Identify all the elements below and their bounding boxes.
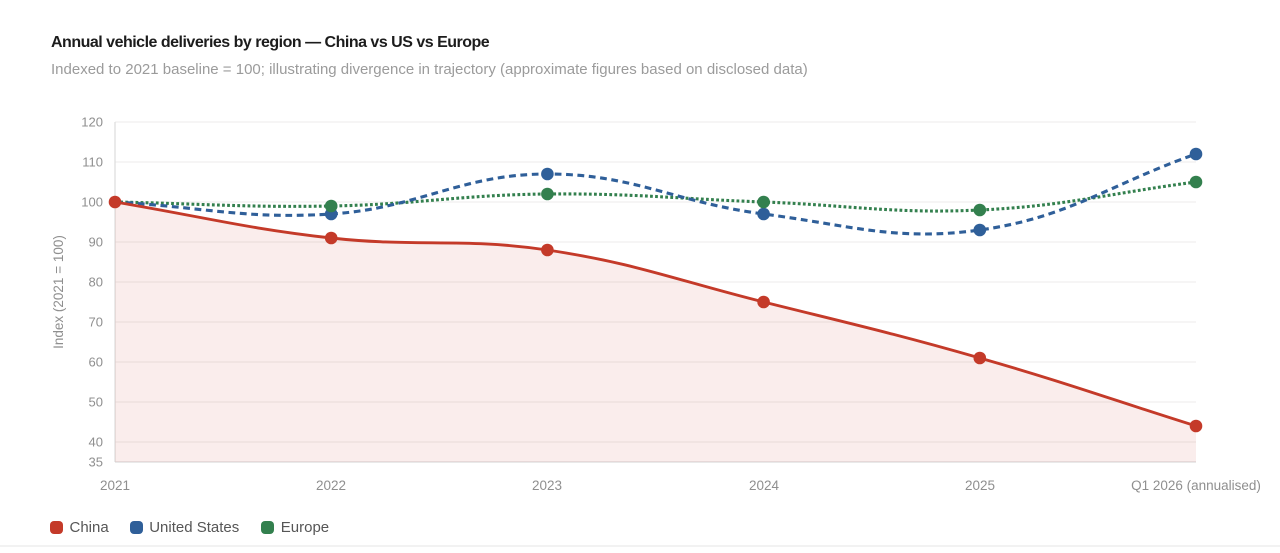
svg-text:40: 40 <box>89 435 103 450</box>
svg-text:80: 80 <box>89 275 103 290</box>
svg-text:100: 100 <box>81 195 103 210</box>
svg-text:Q1 2026 (annualised): Q1 2026 (annualised) <box>1131 478 1261 493</box>
svg-text:90: 90 <box>89 235 103 250</box>
svg-text:35: 35 <box>89 455 103 470</box>
svg-text:Index (2021 = 100): Index (2021 = 100) <box>51 235 66 349</box>
svg-text:110: 110 <box>82 155 103 170</box>
svg-text:2025: 2025 <box>965 478 995 493</box>
svg-text:2024: 2024 <box>749 478 780 493</box>
svg-text:2022: 2022 <box>316 478 346 493</box>
svg-text:2023: 2023 <box>532 478 562 493</box>
svg-text:50: 50 <box>89 395 103 410</box>
svg-text:60: 60 <box>89 355 103 370</box>
svg-text:70: 70 <box>89 315 103 330</box>
svg-text:2021: 2021 <box>100 478 130 493</box>
svg-text:120: 120 <box>81 115 103 130</box>
